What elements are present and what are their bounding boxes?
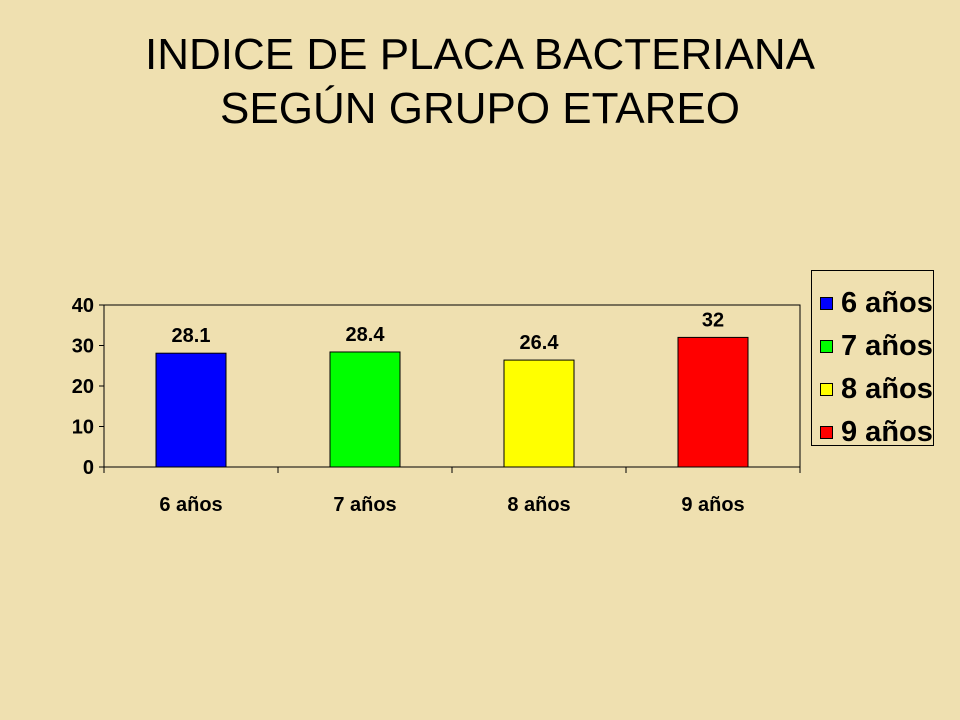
legend-item-9: 9 años [820, 412, 933, 452]
legend-label-8: 8 años [841, 372, 933, 405]
data-label: 28.4 [346, 324, 386, 346]
x-tick-label: 8 años [507, 494, 570, 516]
legend-swatch-6 [820, 296, 833, 310]
data-label: 32 [702, 309, 724, 331]
bar-9 [677, 336, 749, 468]
legend-swatch-7 [820, 339, 833, 353]
legend-label-9: 9 años [841, 415, 933, 448]
bar-7 [329, 351, 401, 468]
legend-swatch-8 [820, 382, 833, 396]
legend-item-7: 7 años [820, 326, 933, 366]
legend-item-6: 6 años [820, 283, 933, 323]
legend-label-7: 7 años [841, 329, 933, 362]
y-tick-label: 40 [72, 295, 94, 317]
chart-title: INDICE DE PLACA BACTERIANA SEGÚN GRUPO E… [0, 28, 960, 136]
y-tick-label: 0 [83, 457, 94, 479]
bar-8 [503, 359, 575, 468]
x-tick-label: 6 años [159, 494, 222, 516]
bar-6 [155, 352, 227, 468]
chart-legend: 6 años 7 años 8 años 9 años [811, 270, 934, 448]
title-line-1: INDICE DE PLACA BACTERIANA [145, 30, 815, 79]
x-tick-label: 7 años [333, 494, 396, 516]
data-label: 28.1 [172, 325, 211, 347]
title-line-2: SEGÚN GRUPO ETAREO [220, 84, 740, 133]
legend-swatch-9 [820, 425, 833, 439]
y-tick-label: 20 [72, 376, 94, 398]
data-label: 26.4 [520, 332, 560, 354]
legend-item-8: 8 años [820, 369, 933, 409]
x-tick-label: 9 años [681, 494, 744, 516]
y-tick-label: 30 [72, 336, 94, 358]
legend-label-6: 6 años [841, 286, 933, 319]
y-tick-label: 10 [72, 417, 94, 439]
